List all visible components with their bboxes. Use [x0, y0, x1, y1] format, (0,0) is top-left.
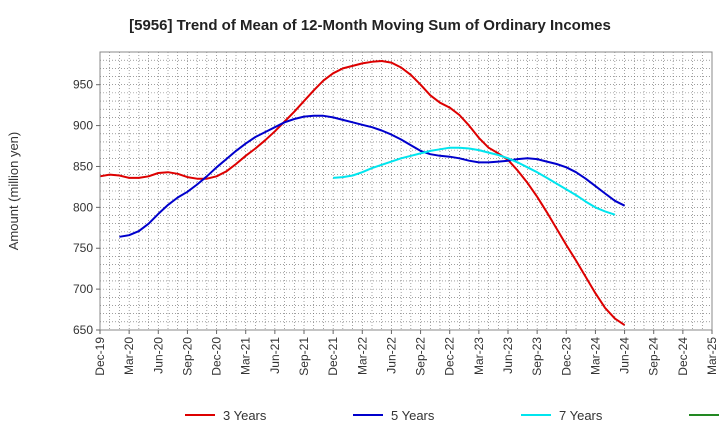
- x-tick-label: Jun-22: [384, 337, 398, 374]
- y-tick-label: 850: [73, 159, 93, 173]
- x-tick-label: Mar-22: [355, 337, 369, 375]
- y-tick-label: 650: [73, 323, 93, 337]
- x-tick-label: Mar-20: [122, 337, 136, 375]
- legend-label-3-years: 3 Years: [223, 408, 267, 423]
- x-tick-label: Dec-22: [443, 337, 457, 376]
- x-tick-label: Dec-23: [559, 337, 573, 376]
- x-tick-label: Mar-23: [472, 337, 486, 375]
- y-tick-label: 800: [73, 200, 93, 214]
- x-tick-label: Mar-21: [239, 337, 253, 375]
- y-tick-label: 750: [73, 241, 93, 255]
- series-line-3-years: [99, 60, 626, 326]
- x-tick-label: Dec-21: [326, 337, 340, 376]
- chart-title: [5956] Trend of Mean of 12-Month Moving …: [129, 17, 611, 34]
- y-tick-label: 700: [73, 282, 93, 296]
- x-tick-label: Sep-20: [180, 337, 194, 376]
- y-tick-label: 900: [73, 119, 93, 133]
- x-tick-label: Mar-25: [705, 337, 719, 375]
- x-tick-label: Sep-23: [530, 337, 544, 376]
- series-line-5-years: [119, 114, 626, 238]
- x-tick-label: Jun-24: [618, 337, 632, 374]
- x-tick-label: Sep-22: [414, 337, 428, 376]
- legend-label-5-years: 5 Years: [391, 408, 435, 423]
- grid: [99, 52, 713, 330]
- x-tick-label: Dec-24: [676, 337, 690, 376]
- legend-label-7-years: 7 Years: [559, 408, 603, 423]
- x-tick-label: Jun-21: [268, 337, 282, 374]
- x-tick-label: Dec-19: [93, 337, 107, 376]
- x-tick-label: Jun-20: [151, 337, 165, 374]
- y-ticks: 650 700 750 800 850 900 950: [73, 78, 100, 337]
- y-tick-label: 950: [73, 78, 93, 92]
- series-line-7-years: [333, 146, 616, 216]
- x-tick-label: Jun-23: [501, 337, 515, 374]
- plot-frame: [99, 51, 713, 331]
- x-tick-label: Mar-24: [588, 337, 602, 375]
- y-axis-label: Amount (million yen): [6, 132, 21, 251]
- x-tick-label: Sep-21: [297, 337, 311, 376]
- x-tick-label: Sep-24: [647, 337, 661, 376]
- series-layer: [99, 60, 626, 326]
- x-ticks: Dec-19 Mar-20 Jun-20 Sep-20 Dec-20 Mar-21 Jun-…: [93, 330, 719, 376]
- x-tick-label: Dec-20: [210, 337, 224, 376]
